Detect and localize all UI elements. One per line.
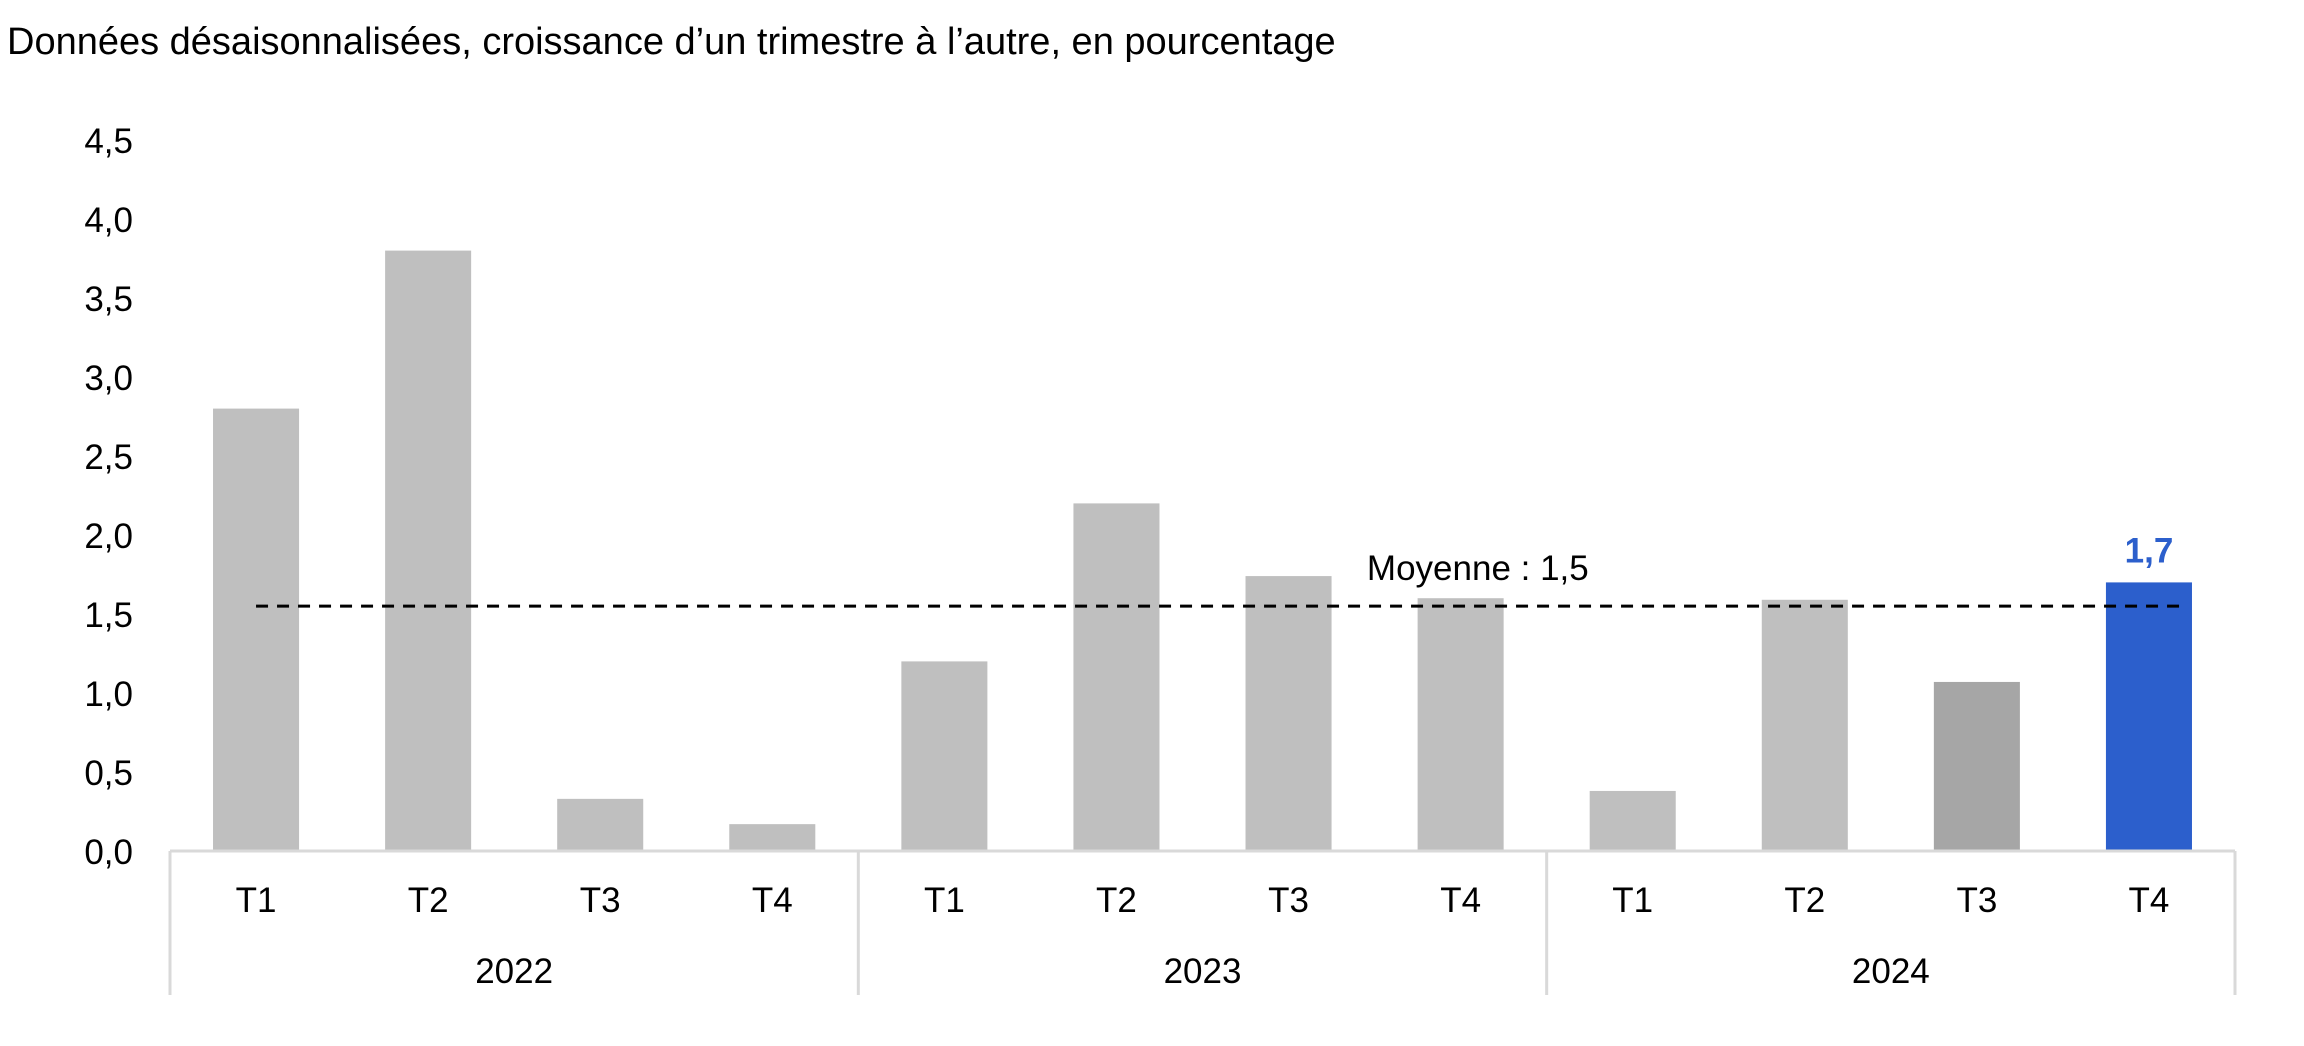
highlight-data-label: 1,7 [2125, 531, 2174, 570]
x-tick-label: T2 [1784, 881, 1825, 920]
x-group-label: 2022 [475, 952, 553, 991]
bar [213, 408, 300, 851]
y-tick-label: 4,0 [84, 201, 133, 240]
average-line-label: Moyenne : 1,5 [1367, 549, 1589, 588]
bar [1589, 790, 1676, 851]
bar [1073, 503, 1160, 851]
y-tick-label: 3,5 [84, 280, 133, 319]
y-tick-label: 2,5 [84, 438, 133, 477]
y-tick-label: 1,5 [84, 596, 133, 635]
y-tick-label: 0,0 [84, 833, 133, 872]
chart-subtitle: Données désaisonnalisées, croissance d’u… [7, 21, 1336, 63]
bar [901, 661, 988, 851]
x-tick-label: T3 [1268, 881, 1309, 920]
x-group-label: 2023 [1164, 952, 1242, 991]
y-tick-label: 0,5 [84, 754, 133, 793]
x-tick-label: T4 [752, 881, 793, 920]
x-tick-label: T3 [580, 881, 621, 920]
x-tick-label: T1 [236, 881, 277, 920]
x-tick-label: T3 [1956, 881, 1997, 920]
x-tick-label: T4 [2129, 881, 2170, 920]
y-tick-label: 2,0 [84, 517, 133, 556]
bar [1761, 599, 1848, 851]
x-tick-label: T2 [408, 881, 449, 920]
x-group-label: 2024 [1852, 952, 1930, 991]
y-tick-label: 3,0 [84, 359, 133, 398]
x-tick-label: T4 [1440, 881, 1481, 920]
x-tick-label: T1 [924, 881, 965, 920]
bar [557, 798, 644, 851]
bar [1933, 681, 2020, 851]
bar [2105, 582, 2192, 851]
bar [1245, 576, 1332, 851]
bar [385, 250, 472, 852]
y-tick-label: 1,0 [84, 675, 133, 714]
x-tick-label: T2 [1096, 881, 1137, 920]
x-tick-label: T1 [1612, 881, 1653, 920]
y-tick-label: 4,5 [84, 122, 133, 161]
bar [1417, 598, 1504, 851]
bar [729, 824, 816, 851]
